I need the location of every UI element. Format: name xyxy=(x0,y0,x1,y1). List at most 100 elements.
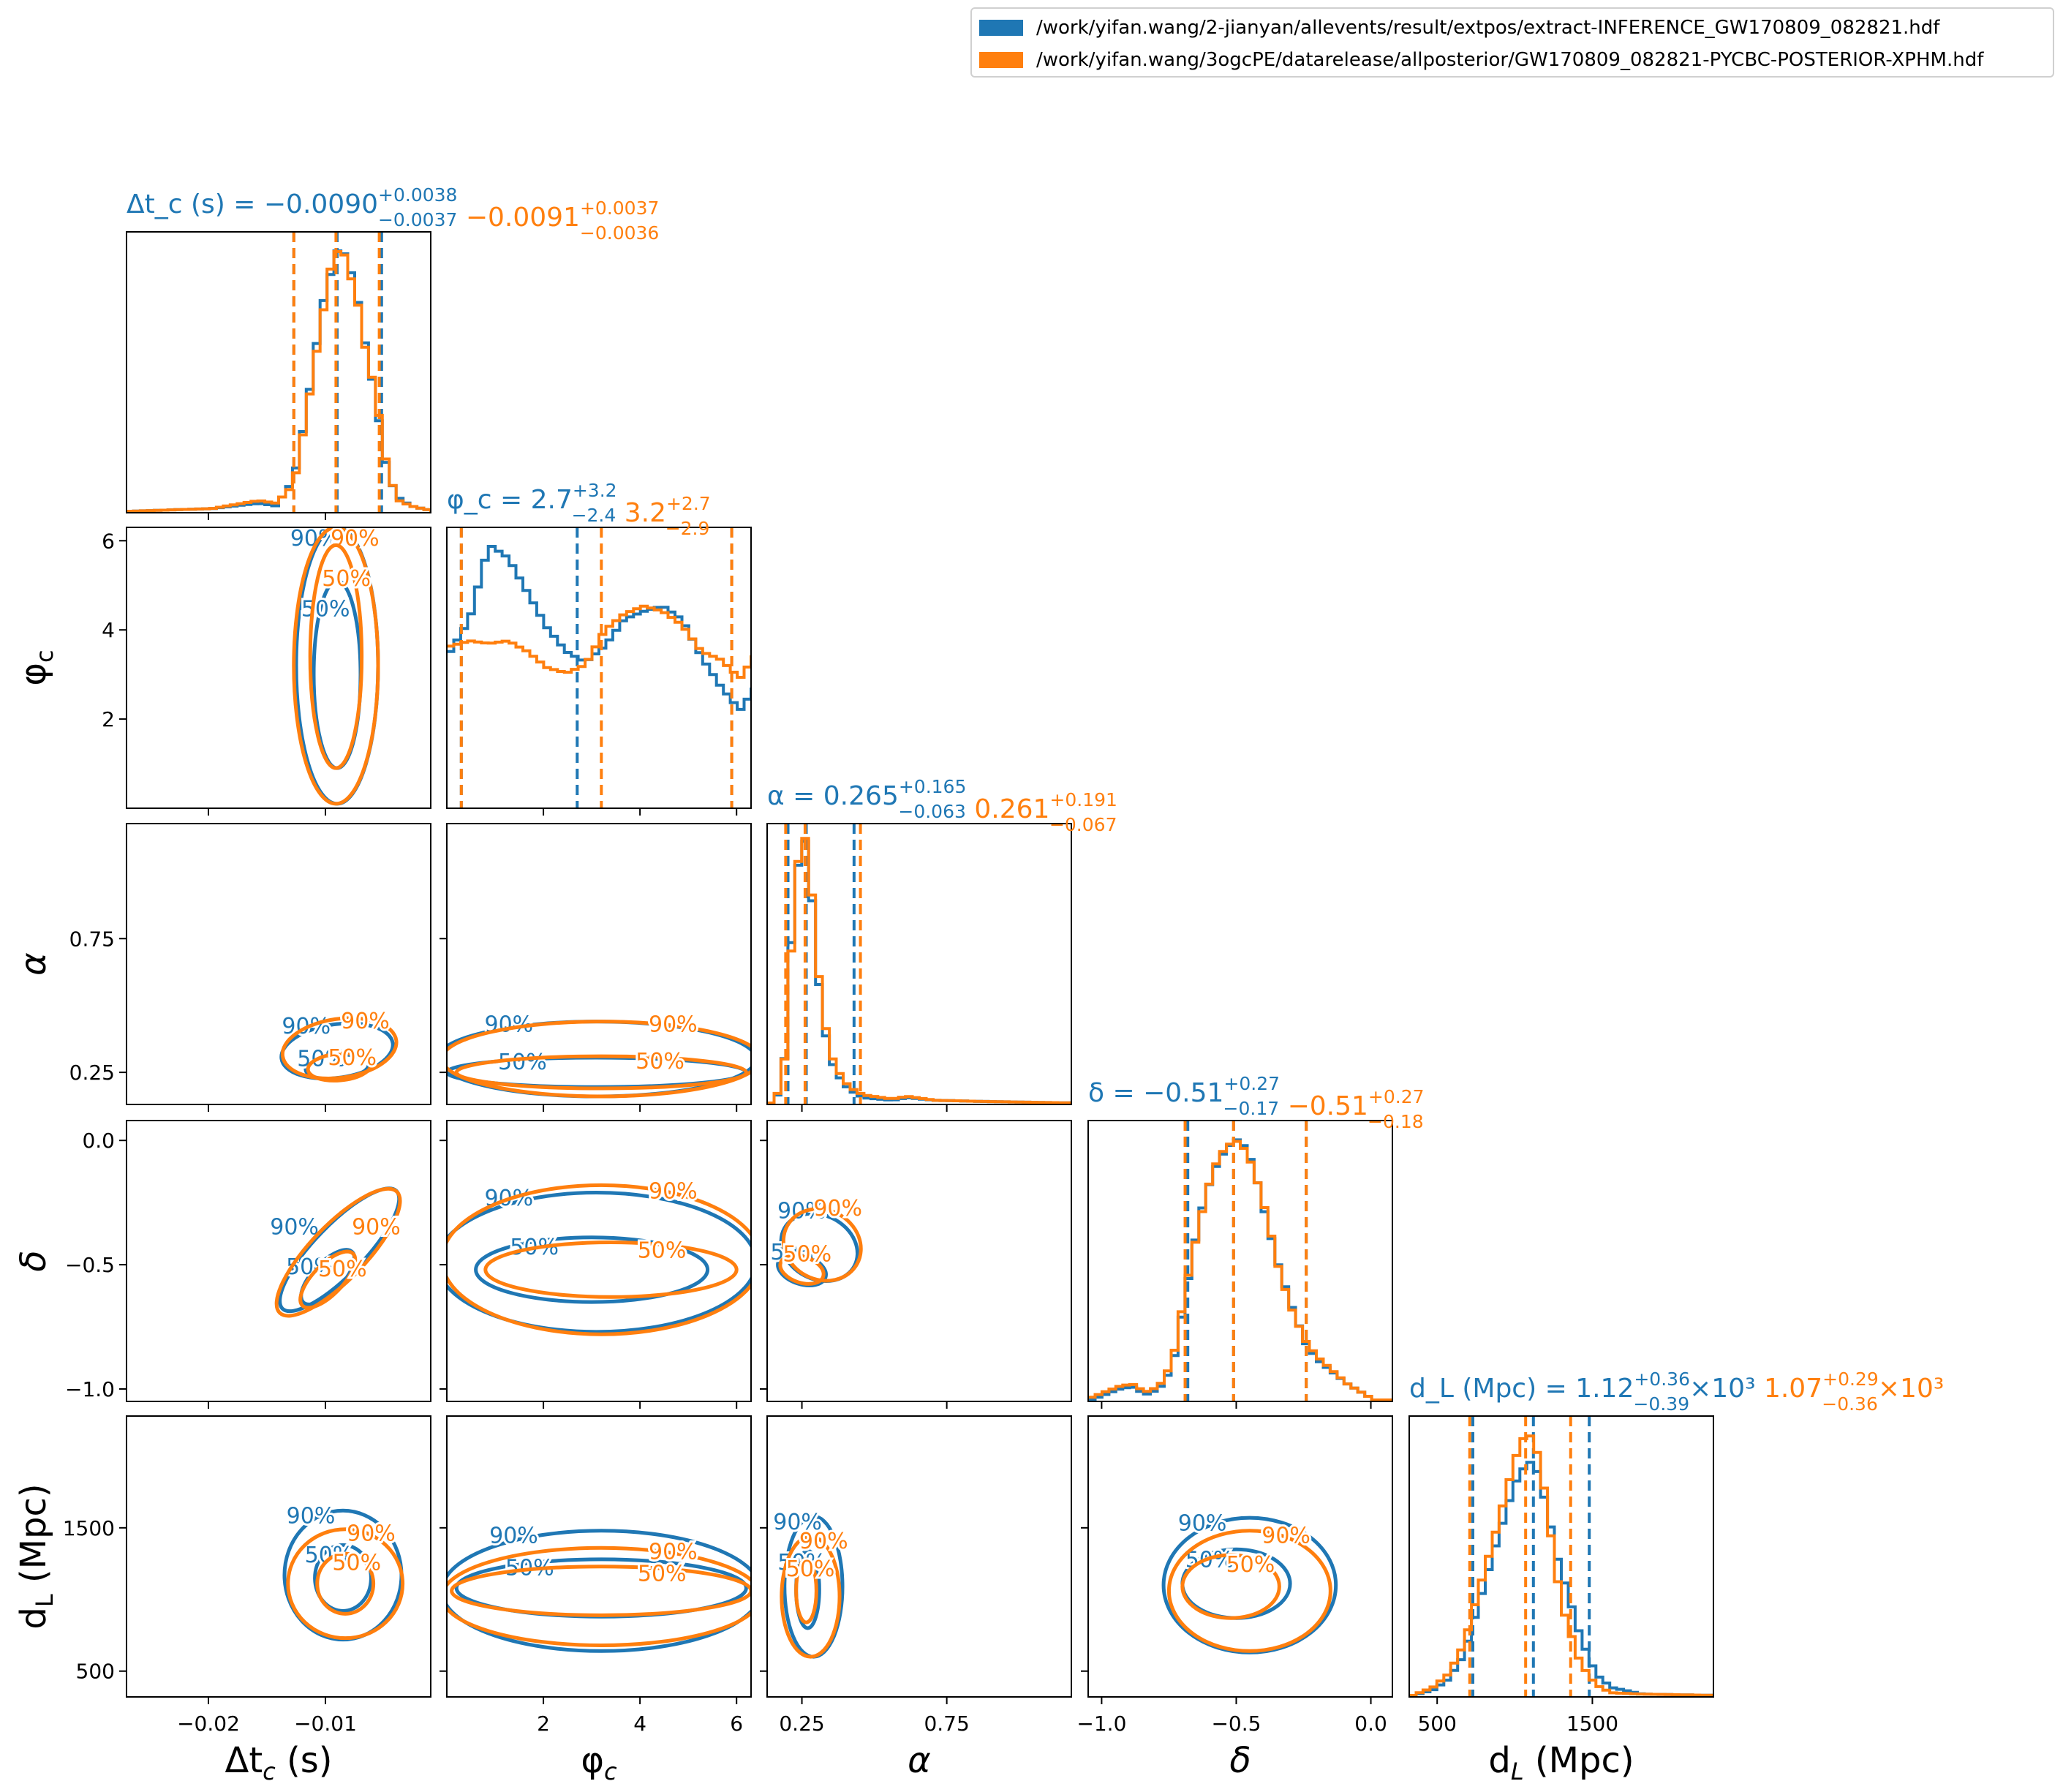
title-part: 1.07 xyxy=(1756,1374,1823,1404)
xtick-label-dl: 1500 xyxy=(1566,1712,1618,1736)
title-part: −0.51 xyxy=(1279,1091,1368,1121)
ylabel-alpha: α xyxy=(13,952,54,976)
label-rest: (Mpc) xyxy=(1524,1740,1634,1781)
contours-alpha-dl: 90%50%90%50% xyxy=(771,1507,851,1659)
contour-orange-50 xyxy=(794,1557,818,1625)
title-part: −0.36 xyxy=(1822,1393,1878,1415)
contour-label-orange-50: 50% xyxy=(322,566,371,592)
contour-orange-90 xyxy=(781,1207,863,1283)
axes-frame-cell-3-2 xyxy=(766,1120,1072,1402)
hist-orange-phic xyxy=(447,604,751,679)
axes-frame-cell-4-0 xyxy=(126,1415,431,1698)
xtick-label-phic: 2 xyxy=(537,1712,550,1736)
title-part: −2.4 xyxy=(572,505,616,526)
title-part: ×10³ xyxy=(1689,1374,1755,1404)
title-part: +0.27 xyxy=(1368,1086,1425,1107)
contour-label-orange-50: 50% xyxy=(1226,1552,1275,1578)
hist-orange-dl xyxy=(1409,1434,1713,1697)
ytick-label-alpha: 0.25 xyxy=(69,1061,115,1085)
contour-label-orange-90: 90% xyxy=(352,1215,401,1241)
title-part: Δt_c (s) = −0.0090 xyxy=(127,189,378,219)
title-phic: φ_c = 2.7+3.2 −2.4 3.2+2.7 −2.9 xyxy=(447,480,711,539)
axes-frame-cell-3-0 xyxy=(126,1120,431,1402)
xtick-label-alpha: 0.25 xyxy=(779,1712,824,1736)
contour-orange-90 xyxy=(292,527,380,806)
contour-orange-50 xyxy=(1180,1553,1281,1620)
contour-label-orange-90: 90% xyxy=(649,1540,698,1565)
xtick-label-phic: 4 xyxy=(633,1712,646,1736)
contour-label-orange-50: 50% xyxy=(328,1045,377,1071)
ylabel-part: d xyxy=(13,1607,54,1629)
contour-label-orange-90: 90% xyxy=(347,1521,396,1547)
hist-blue-dl xyxy=(1409,1461,1713,1697)
title-part: ×10³ xyxy=(1878,1374,1944,1404)
ytick-label-dl: 1500 xyxy=(63,1516,115,1540)
label-main: Δt xyxy=(225,1740,263,1781)
axes-frame-cell-2-1 xyxy=(446,823,752,1105)
contours-delta-dl: 90%50%90%50% xyxy=(1161,1508,1338,1654)
contour-label-orange-50: 50% xyxy=(638,1238,687,1264)
legend-label-blue: /work/yifan.wang/2-jianyan/allevents/res… xyxy=(1036,17,1940,39)
hist-orange-delta xyxy=(1088,1140,1392,1401)
contour-orange-90 xyxy=(447,1020,751,1099)
contour-label-orange-50: 50% xyxy=(782,1241,831,1267)
ylabel-part: φ xyxy=(13,663,54,686)
title-part: −0.0037 xyxy=(378,209,457,230)
title-part: +0.165 xyxy=(899,776,967,797)
ylabel-delta: δ xyxy=(13,1250,54,1271)
legend-swatch-orange xyxy=(979,52,1023,68)
ylabel-dl: dL (Mpc) xyxy=(13,1483,59,1629)
contour-label-orange-90: 90% xyxy=(799,1529,848,1554)
label-sub: c xyxy=(263,1758,276,1785)
axes-frame-diag-delta xyxy=(1087,1120,1393,1402)
xtick-label-delta: 0.0 xyxy=(1354,1712,1387,1736)
contour-blue-50 xyxy=(313,1543,373,1613)
hist-blue-alpha xyxy=(767,840,1071,1104)
contour-blue-50 xyxy=(474,1235,710,1304)
contour-label-orange-90: 90% xyxy=(813,1196,862,1221)
xtick-label-delta: −0.5 xyxy=(1211,1712,1261,1736)
contours-alpha-delta: 90%50%90%50% xyxy=(768,1194,864,1287)
contour-label-orange-90: 90% xyxy=(331,526,380,551)
title-delta: δ = −0.51+0.27 −0.17 −0.51+0.27 −0.18 xyxy=(1088,1073,1425,1132)
contour-label-blue-90: 90% xyxy=(270,1214,319,1240)
title-part: −0.0091 xyxy=(457,203,580,233)
title-part: +2.7 xyxy=(666,493,711,514)
contours-dtc-alpha: 90%50%90%50% xyxy=(279,1006,399,1083)
axes-frame-diag-dl xyxy=(1408,1415,1714,1698)
axes-frame-cell-1-0 xyxy=(126,527,431,809)
ylabel-part: L xyxy=(31,1594,59,1607)
title-part: +0.29 xyxy=(1822,1369,1879,1390)
contour-orange-90 xyxy=(1166,1529,1332,1653)
xlabel-phic: φc xyxy=(581,1740,617,1785)
hist-group-dl xyxy=(1409,1416,1713,1697)
contour-orange-50 xyxy=(483,1241,739,1299)
ylabel-phic: φc xyxy=(13,650,59,685)
contour-blue-90 xyxy=(447,1529,751,1653)
xlabel-alpha: α xyxy=(908,1740,931,1781)
hist-blue-delta xyxy=(1088,1138,1392,1401)
title-part: −0.0036 xyxy=(580,222,659,244)
xtick-label-alpha: 0.75 xyxy=(924,1712,969,1736)
axes-frame-cell-2-0 xyxy=(126,823,431,1105)
ytick-label-delta: −1.0 xyxy=(65,1377,115,1401)
legend-swatch-blue xyxy=(979,20,1023,36)
label-main: d xyxy=(1488,1740,1510,1781)
hist-group-alpha xyxy=(767,824,1071,1104)
ytick-label-dl: 500 xyxy=(76,1660,115,1684)
contour-orange-50 xyxy=(308,543,364,770)
contours-phic-dl: 90%50%90%50% xyxy=(447,1521,751,1653)
title-part: 3.2 xyxy=(616,498,666,528)
contours-phic-delta: 90%50%90%50% xyxy=(447,1177,751,1336)
title-part: −0.17 xyxy=(1223,1098,1280,1119)
label-rest: (s) xyxy=(276,1740,333,1781)
title-part: α = 0.265 xyxy=(767,781,899,811)
title-part: −2.9 xyxy=(665,518,710,539)
axes-frame-cell-4-3 xyxy=(1087,1415,1393,1698)
legend-entry-blue: /work/yifan.wang/2-jianyan/allevents/res… xyxy=(979,13,1939,42)
title-part: −0.067 xyxy=(1049,814,1117,835)
contour-blue-90 xyxy=(447,1191,751,1334)
ytick-label-phic: 4 xyxy=(102,618,115,642)
title-part: δ = −0.51 xyxy=(1088,1078,1223,1108)
